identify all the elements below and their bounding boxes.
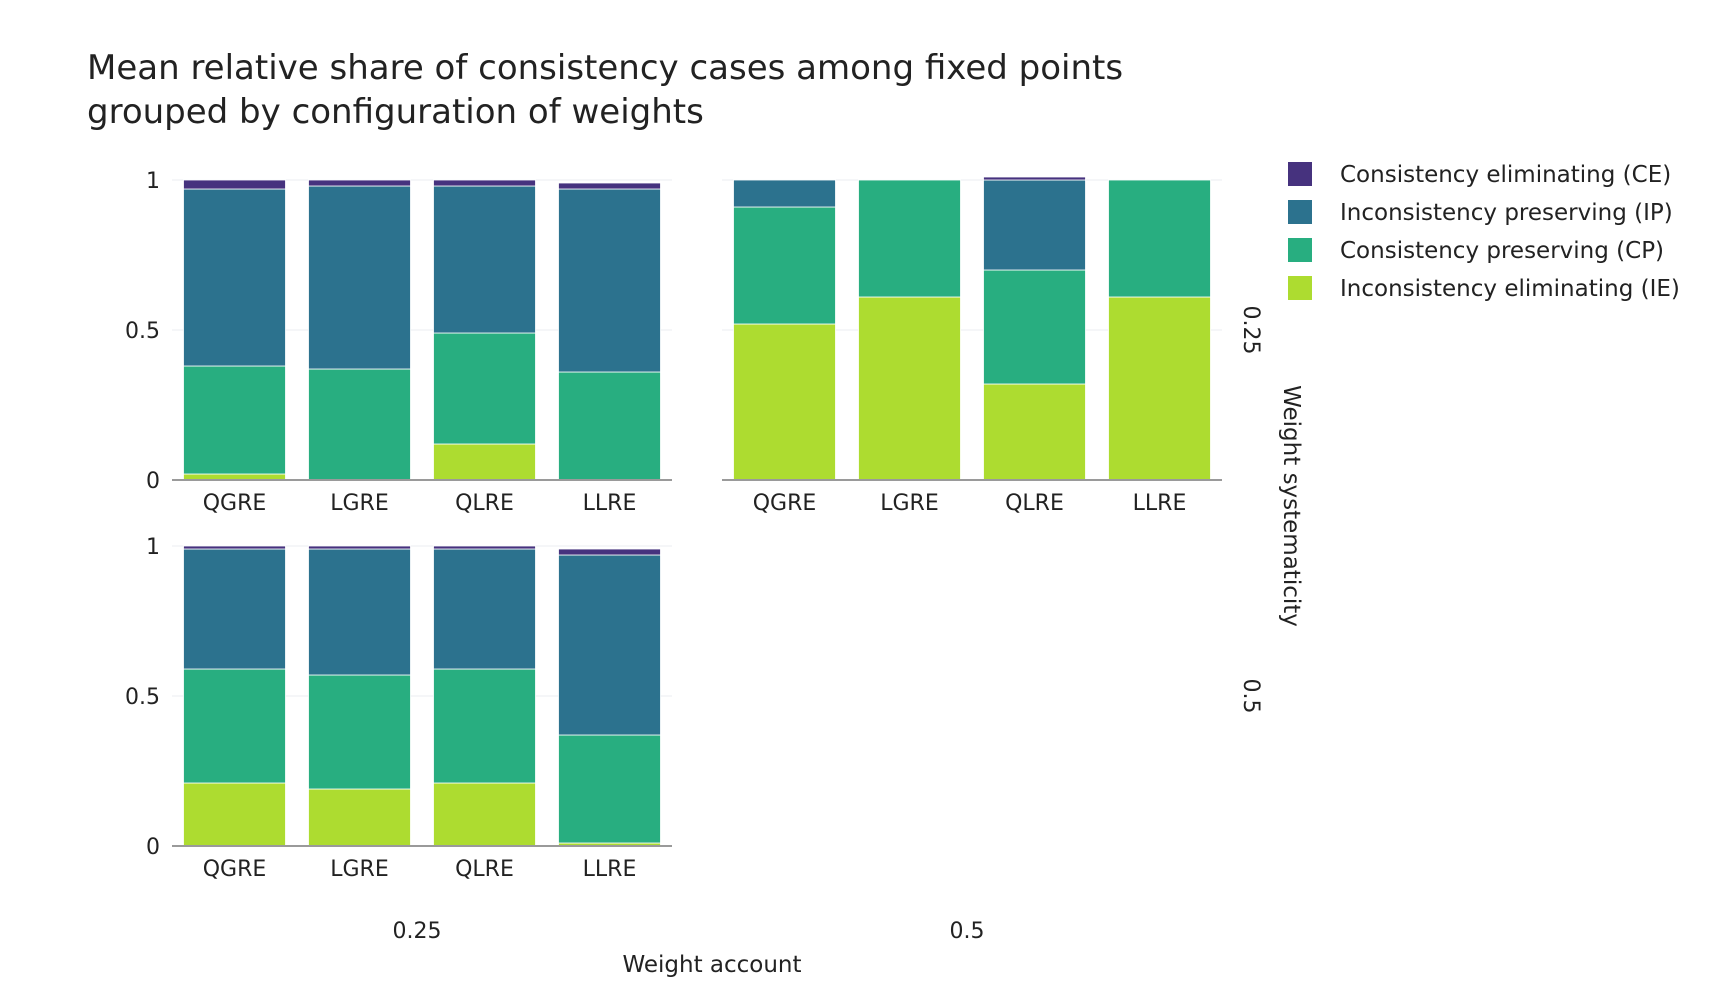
bar-IE-QLRE xyxy=(983,383,1086,481)
y-tick-label: 0.5 xyxy=(125,685,160,710)
bar-CP-LLRE xyxy=(558,371,661,481)
bar-CE-LGRE xyxy=(308,179,411,187)
x-tick-label: LLRE xyxy=(583,491,637,516)
x-tick-label: QGRE xyxy=(203,491,267,516)
bar-IE-QGRE xyxy=(183,782,286,847)
legend-label-CE: Consistency eliminating (CE) xyxy=(1340,162,1671,188)
panel-account-0.25-systematicity-0.5: QGRE LGRE QLRE LLRE 0 0.5 1 xyxy=(125,535,672,882)
y-tick-label: 0 xyxy=(146,835,160,860)
bar-IP-QGRE xyxy=(733,179,836,208)
bar-IP-LGRE xyxy=(308,548,411,676)
bar-IP-LLRE xyxy=(558,554,661,736)
x-tick-label: LGRE xyxy=(330,857,389,882)
x-tick-label: QLRE xyxy=(455,857,514,882)
bar-IE-LLRE xyxy=(1108,296,1211,481)
bar-IP-LLRE xyxy=(558,188,661,373)
bar-CP-QLRE xyxy=(433,668,536,784)
bar-CE-LGRE xyxy=(308,545,411,550)
x-tick-label: QLRE xyxy=(1005,491,1064,516)
row-facet-label: 0.5 xyxy=(1238,679,1263,714)
legend-swatch-CE xyxy=(1288,162,1312,186)
legend: Consistency eliminating (CE) Inconsistenc… xyxy=(1288,162,1680,302)
bar-IP-QGRE xyxy=(183,548,286,670)
bar-CE-QLRE xyxy=(433,545,536,550)
legend-label-IP: Inconsistency preserving (IP) xyxy=(1340,200,1673,226)
bar-CE-QGRE xyxy=(183,179,286,190)
bar-CP-LLRE xyxy=(558,734,661,844)
bar-CE-QLRE xyxy=(983,176,1086,181)
bar-IE-LGRE xyxy=(308,788,411,847)
bar-IE-QLRE xyxy=(433,443,536,481)
y-tick-label: 0.5 xyxy=(125,319,160,344)
x-tick-label: QGRE xyxy=(753,491,817,516)
bar-CP-QLRE xyxy=(983,269,1086,385)
bar-IP-QLRE xyxy=(433,548,536,670)
panel-account-0.25-systematicity-0.25: QGRE LGRE QLRE LLRE 0 0.5 1 xyxy=(125,169,672,516)
bar-CE-LLRE xyxy=(558,182,661,190)
bar-CE-LLRE xyxy=(558,548,661,556)
bar-CP-LGRE xyxy=(308,368,411,481)
bar-IE-QGRE xyxy=(733,323,836,481)
x-tick-label: LLRE xyxy=(583,857,637,882)
bar-IP-QLRE xyxy=(433,185,536,334)
x-tick-label: LGRE xyxy=(330,491,389,516)
bar-CE-QGRE xyxy=(183,545,286,550)
legend-label-CP: Consistency preserving (CP) xyxy=(1340,238,1664,264)
y-tick-label: 0 xyxy=(146,469,160,494)
bar-IE-LGRE xyxy=(858,296,961,481)
legend-swatch-IE xyxy=(1288,276,1312,300)
column-facet-label: 0.25 xyxy=(393,919,442,944)
bar-CE-QLRE xyxy=(433,179,536,187)
panel-account-0.5-systematicity-0.25: QGRE LGRE QLRE LLRE xyxy=(722,176,1222,516)
row-facet-label: 0.25 xyxy=(1238,306,1263,355)
chart-title-line: grouped by configuration of weights xyxy=(87,92,704,132)
x-axis-title: Weight account xyxy=(622,952,801,978)
x-tick-label: LLRE xyxy=(1133,491,1187,516)
bar-CP-QLRE xyxy=(433,332,536,445)
bar-CP-LGRE xyxy=(308,674,411,790)
legend-swatch-IP xyxy=(1288,200,1312,224)
bar-CP-LGRE xyxy=(858,179,961,298)
bar-CP-LLRE xyxy=(1108,179,1211,298)
legend-swatch-CP xyxy=(1288,238,1312,262)
column-facet-label: 0.5 xyxy=(950,919,985,944)
y-tick-label: 1 xyxy=(146,169,160,194)
bar-CP-QGRE xyxy=(183,668,286,784)
x-tick-label: LGRE xyxy=(880,491,939,516)
chart-title-line: Mean relative share of consistency cases… xyxy=(87,48,1123,88)
x-tick-label: QLRE xyxy=(455,491,514,516)
legend-label-IE: Inconsistency eliminating (IE) xyxy=(1340,276,1680,302)
right-axis-title: Weight systematicity xyxy=(1278,385,1304,627)
bar-IP-QLRE xyxy=(983,179,1086,271)
bar-CP-QGRE xyxy=(183,365,286,475)
bar-IP-LGRE xyxy=(308,185,411,370)
y-tick-label: 1 xyxy=(146,535,160,560)
bar-IP-QGRE xyxy=(183,188,286,367)
x-tick-label: QGRE xyxy=(203,857,267,882)
bar-IE-QLRE xyxy=(433,782,536,847)
bar-CP-QGRE xyxy=(733,206,836,325)
